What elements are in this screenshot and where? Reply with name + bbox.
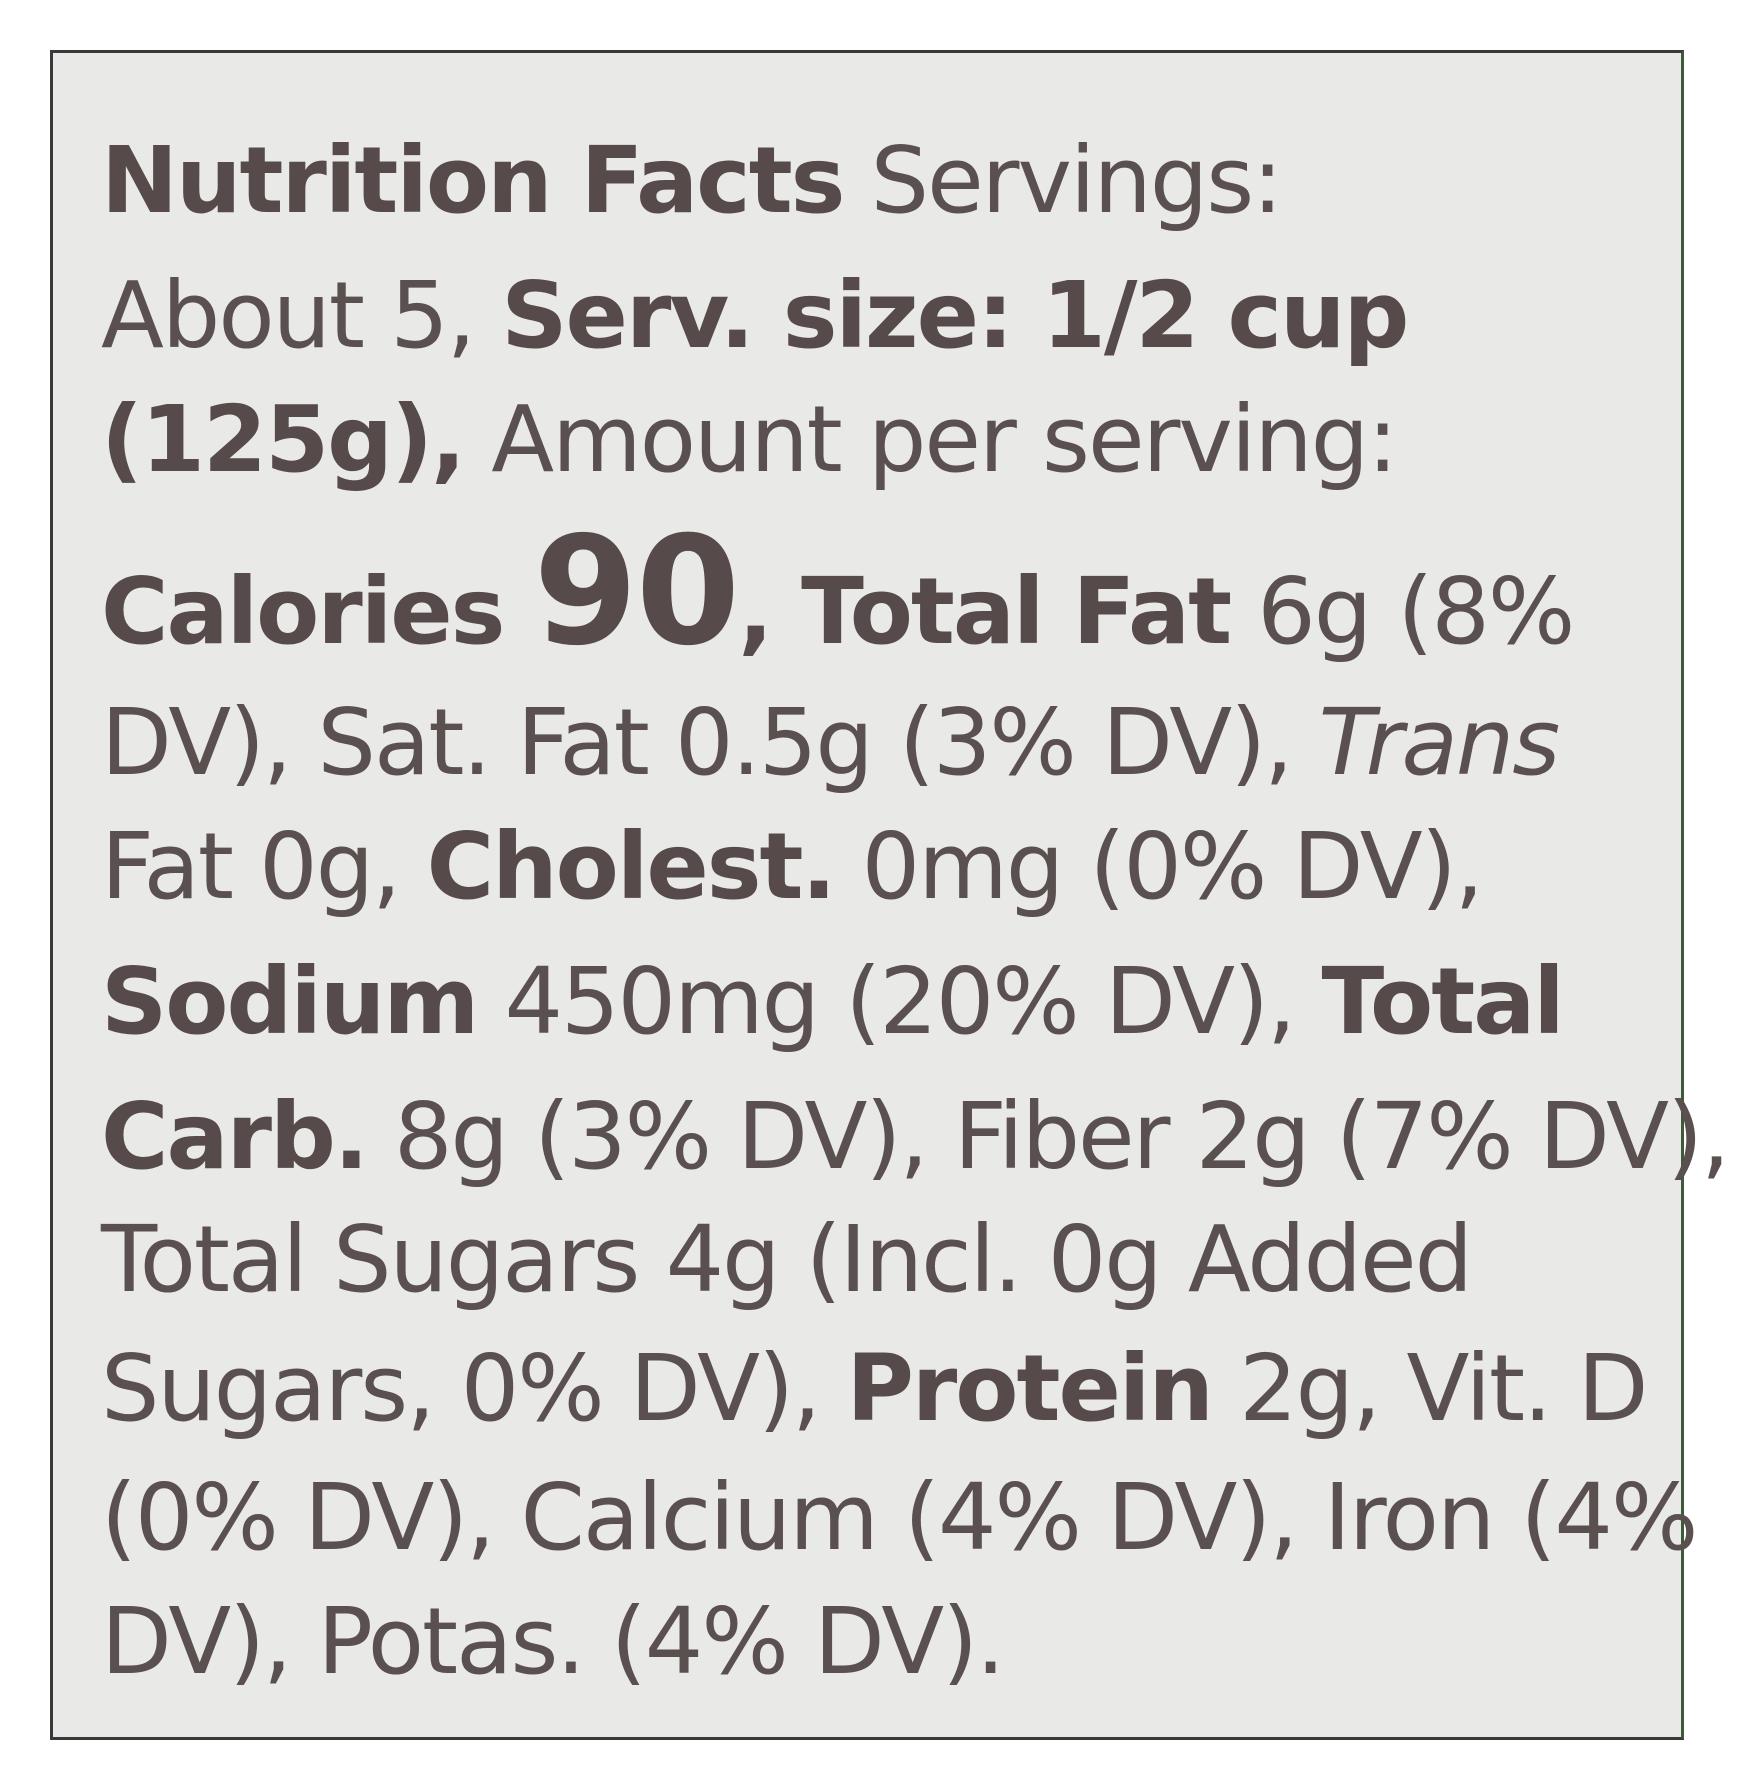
label-text: DV), Potas. (4% DV). (101, 1588, 1005, 1695)
label-line: About 5, Serv. size: 1/2 cup (101, 270, 1409, 362)
label-text: Protein (846, 1335, 1213, 1442)
label-text: (0% DV), Calcium (4% DV), Iron (4% (101, 1464, 1698, 1571)
label-text: Amount per serving: (463, 386, 1398, 493)
label-text: Nutrition Facts (101, 127, 845, 234)
label-text: Sugars, 0% DV), (101, 1335, 847, 1442)
label-text: 8g (3% DV), Fiber 2g (7% DV), (366, 1083, 1730, 1190)
label-line: Sodium 450mg (20% DV), Total (101, 956, 1565, 1048)
label-line: Fat 0g, Cholest. 0mg (0% DV), (101, 821, 1484, 913)
label-line: DV), Potas. (4% DV). (101, 1596, 1005, 1688)
label-text: (125g), (101, 386, 466, 493)
label-text: Servings: (843, 127, 1283, 234)
label-text: Sodium (101, 948, 479, 1055)
label-text: Total Sugars 4g (Incl. 0g Added (101, 1206, 1473, 1313)
label-text: Carb. (101, 1083, 369, 1190)
label-line: (125g), Amount per serving: (101, 394, 1398, 486)
label-line: Carb. 8g (3% DV), Fiber 2g (7% DV), (101, 1091, 1730, 1183)
label-line: Calories 90, Total Fat 6g (8% (101, 517, 1575, 667)
label-text: Cholest. (426, 813, 837, 920)
label-text: 90 (533, 505, 740, 679)
nutrition-label: Nutrition Facts Servings: About 5, Serv. … (50, 50, 1730, 1740)
label-text: Trans (1318, 689, 1560, 796)
label-line: Total Sugars 4g (Incl. 0g Added (101, 1214, 1473, 1306)
label-line: DV), Sat. Fat 0.5g (3% DV), Trans (101, 697, 1560, 789)
label-text: Fat 0g, (101, 813, 427, 920)
label-text: Calories (101, 558, 534, 665)
label-line: Sugars, 0% DV), Protein 2g, Vit. D (101, 1343, 1648, 1435)
label-text: About 5, (101, 262, 502, 369)
label-text: Total (1321, 948, 1565, 1055)
label-line: Nutrition Facts Servings: (101, 135, 1283, 227)
label-text: DV), Sat. Fat 0.5g (3% DV), (101, 689, 1319, 796)
label-text: 450mg (20% DV), (477, 948, 1322, 1055)
label-text: Serv. size: 1/2 cup (501, 262, 1409, 369)
label-text: 6g (8% (1230, 558, 1575, 665)
label-line: (0% DV), Calcium (4% DV), Iron (4% (101, 1472, 1698, 1564)
label-text: 0mg (0% DV), (834, 813, 1484, 920)
label-text: 2g, Vit. D (1211, 1335, 1648, 1442)
label-text: , Total Fat (738, 558, 1232, 665)
